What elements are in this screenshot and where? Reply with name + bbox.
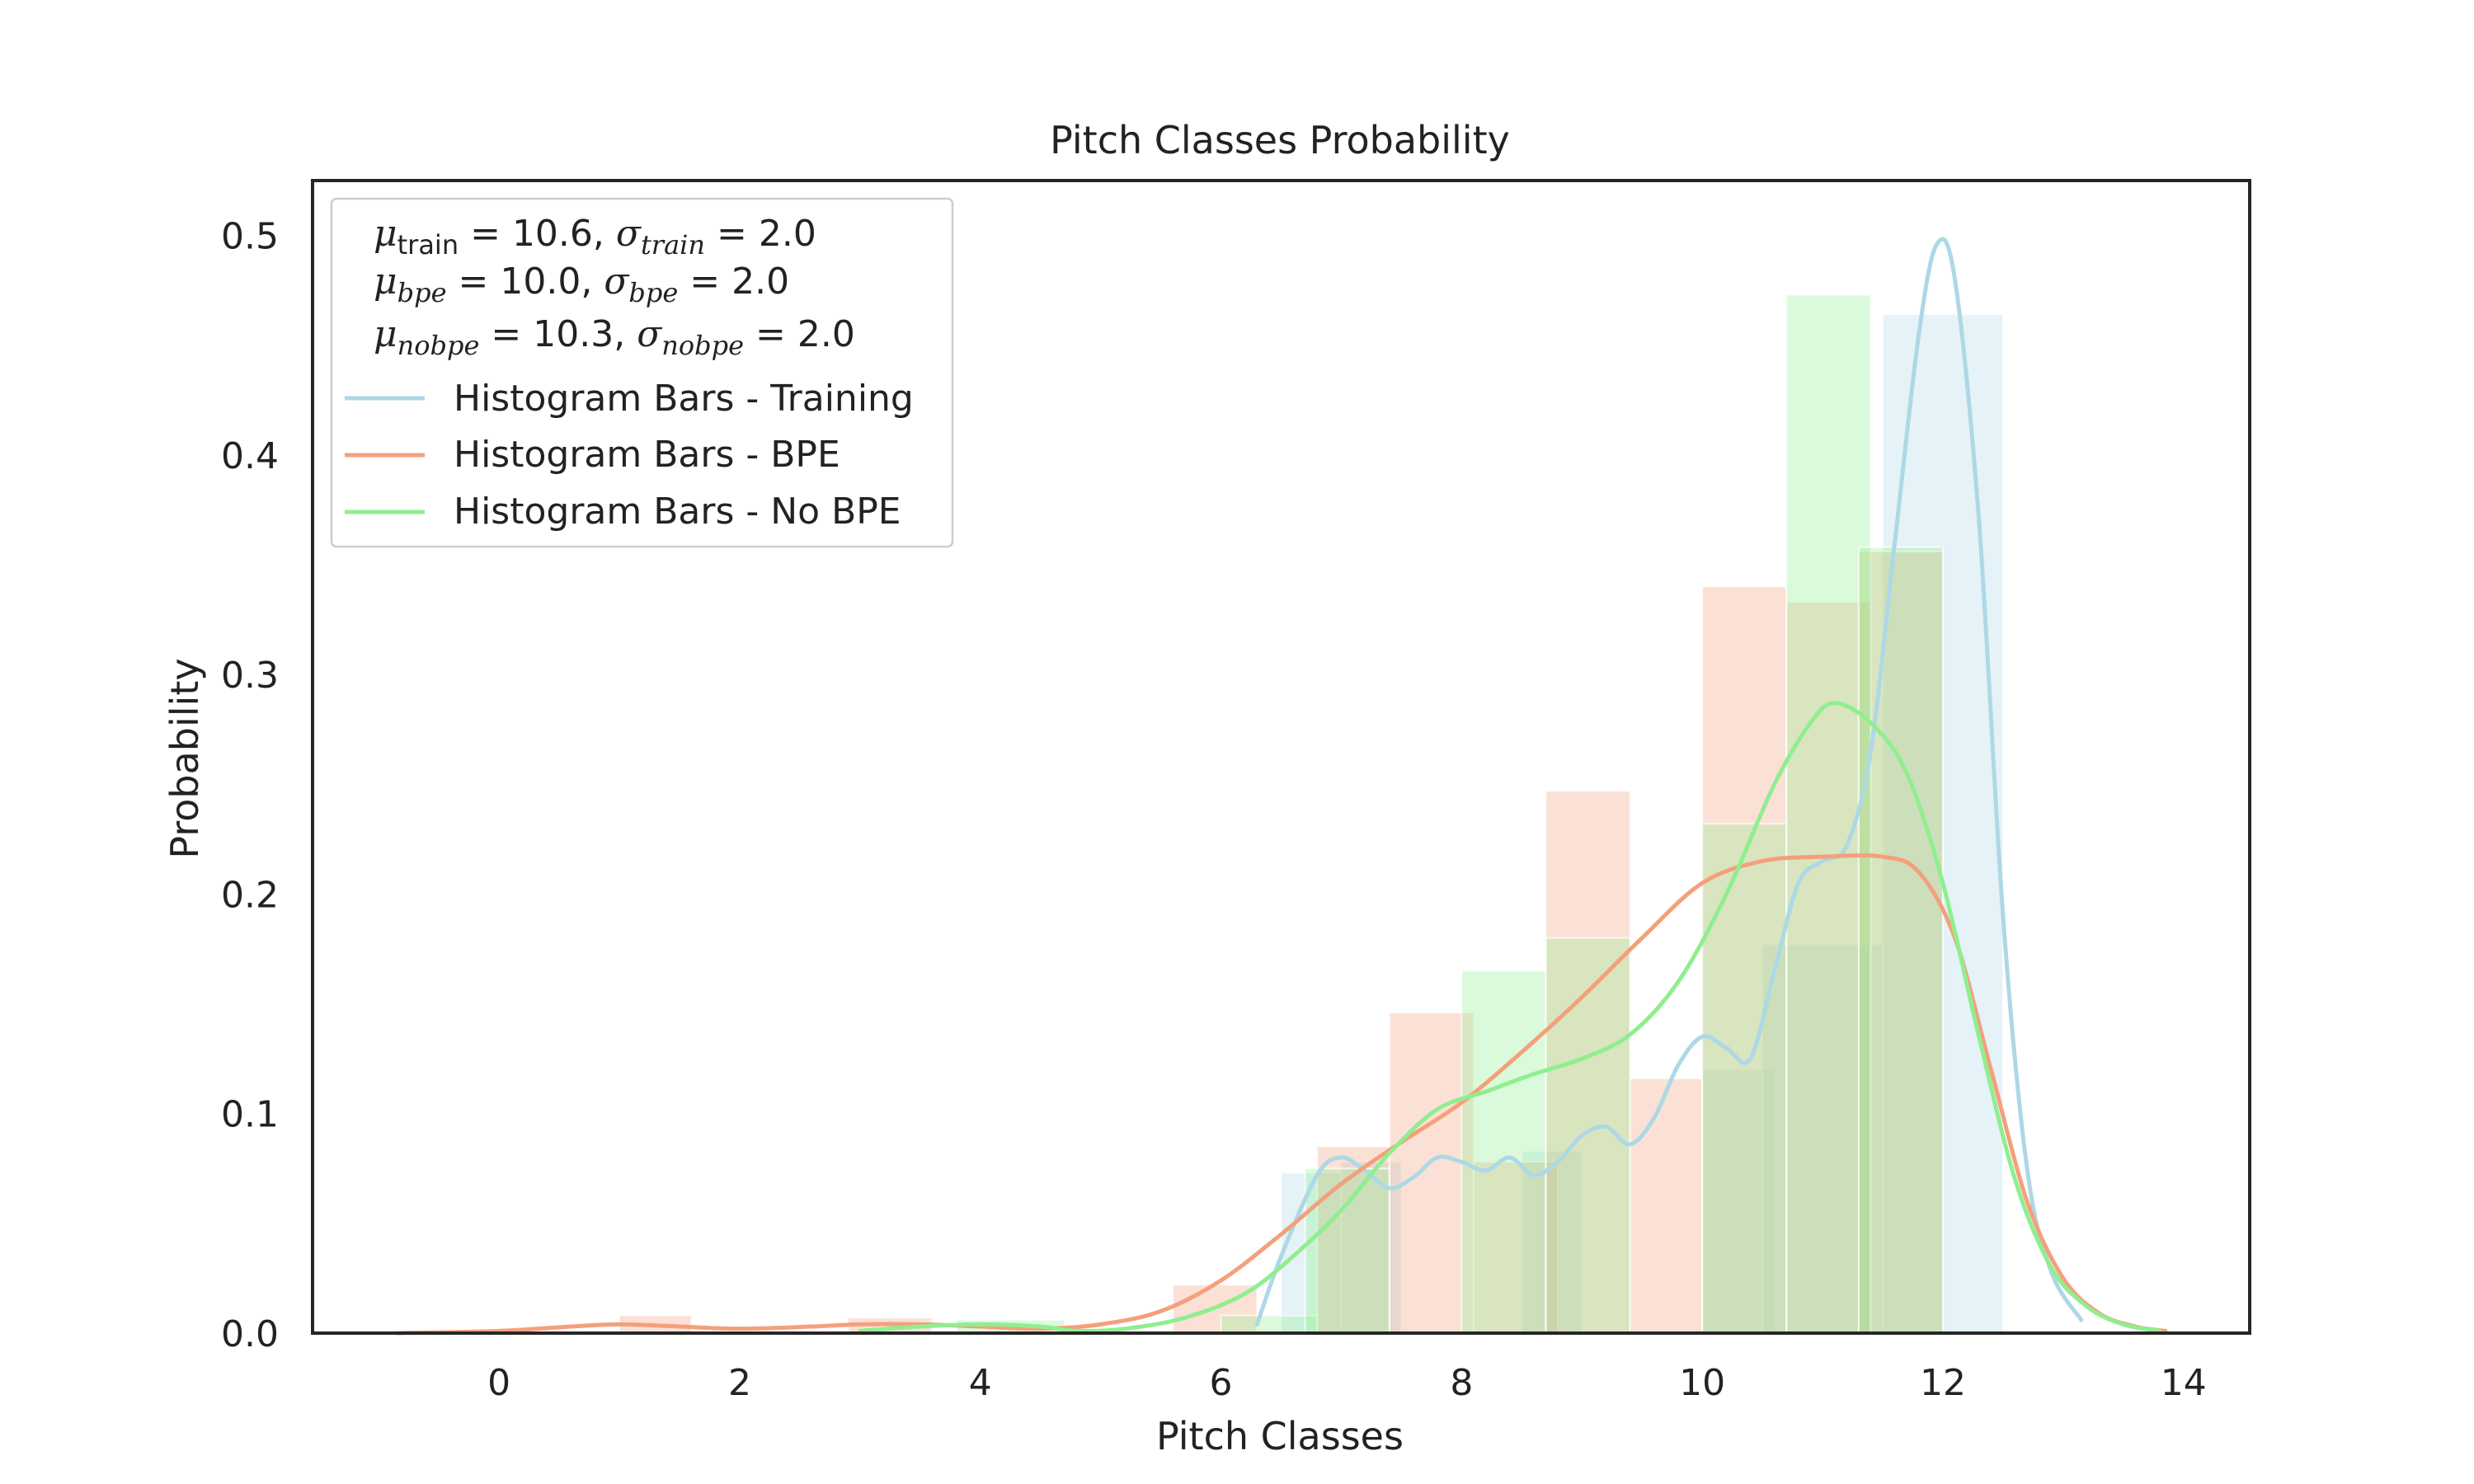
bar-bpe-8 — [1701, 585, 1788, 1334]
legend-box — [330, 197, 954, 548]
legend-stat-nobpe: μnobpe = 10.3, σnobpe = 2.0 — [374, 313, 855, 361]
y-axis-label: Probability — [162, 658, 207, 858]
y-tick-label: 0.0 — [221, 1313, 279, 1355]
x-tick-label: 6 — [1210, 1362, 1233, 1404]
x-tick-label: 0 — [487, 1362, 510, 1404]
x-axis-label: Pitch Classes — [1156, 1414, 1404, 1458]
x-axis-ticks: 0 2 4 6 8 10 12 14 — [487, 1362, 2207, 1404]
bar-nobpe-1 — [1220, 1314, 1319, 1334]
x-tick-label: 8 — [1450, 1362, 1473, 1404]
bar-training-4 — [1761, 943, 1884, 1335]
kde-layer — [394, 237, 2168, 1336]
legend-stat-bpe: μbpe = 10.0, σbpe = 2.0 — [374, 261, 789, 308]
bar-nobpe-3 — [1460, 970, 1547, 1334]
bar-bpe-6 — [1545, 790, 1631, 1334]
bar-nobpe-5 — [1701, 823, 1788, 1334]
legend-label-nobpe: Histogram Bars - No BPE — [454, 491, 901, 533]
kde-line-bpe — [394, 853, 2168, 1336]
y-tick-label: 0.3 — [221, 655, 279, 697]
bar-nobpe-2 — [1304, 1167, 1390, 1335]
legend: μtrain = 10.6, σtrain = 2.0 μbpe = 10.0,… — [330, 197, 954, 548]
kde-line-training — [1254, 237, 2084, 1327]
x-tick-label: 2 — [728, 1362, 751, 1404]
x-tick-label: 4 — [969, 1362, 992, 1404]
y-tick-label: 0.2 — [221, 874, 279, 916]
bar-training-2 — [1521, 1149, 1583, 1335]
bar-bpe-7 — [1629, 1078, 1704, 1334]
bar-bpe-9 — [1785, 601, 1872, 1334]
bar-bpe-5 — [1472, 1161, 1559, 1334]
x-tick-label: 14 — [2161, 1362, 2207, 1404]
y-tick-label: 0.5 — [221, 216, 279, 258]
y-tick-label: 0.1 — [221, 1094, 279, 1136]
x-tick-label: 12 — [1920, 1362, 1966, 1404]
bar-training-1 — [1340, 1161, 1403, 1334]
bar-training-0 — [1280, 1172, 1343, 1335]
kde-line-nobpe — [858, 701, 2162, 1333]
legend-label-bpe: Histogram Bars - BPE — [454, 434, 840, 476]
x-tick-label: 10 — [1679, 1362, 1725, 1404]
plot-frame — [311, 179, 2251, 1335]
y-tick-label: 0.4 — [221, 435, 279, 477]
bar-nobpe-7 — [1857, 546, 1944, 1334]
legend-label-training: Histogram Bars - Training — [454, 378, 914, 420]
y-axis-ticks: 0.0 0.1 0.2 0.3 0.4 0.5 — [221, 216, 279, 1355]
chart-title: Pitch Classes Probability — [1050, 118, 1510, 162]
legend-stat-train: μtrain = 10.6, σtrain = 2.0 — [374, 213, 816, 261]
bar-bpe-3 — [1316, 1145, 1390, 1334]
